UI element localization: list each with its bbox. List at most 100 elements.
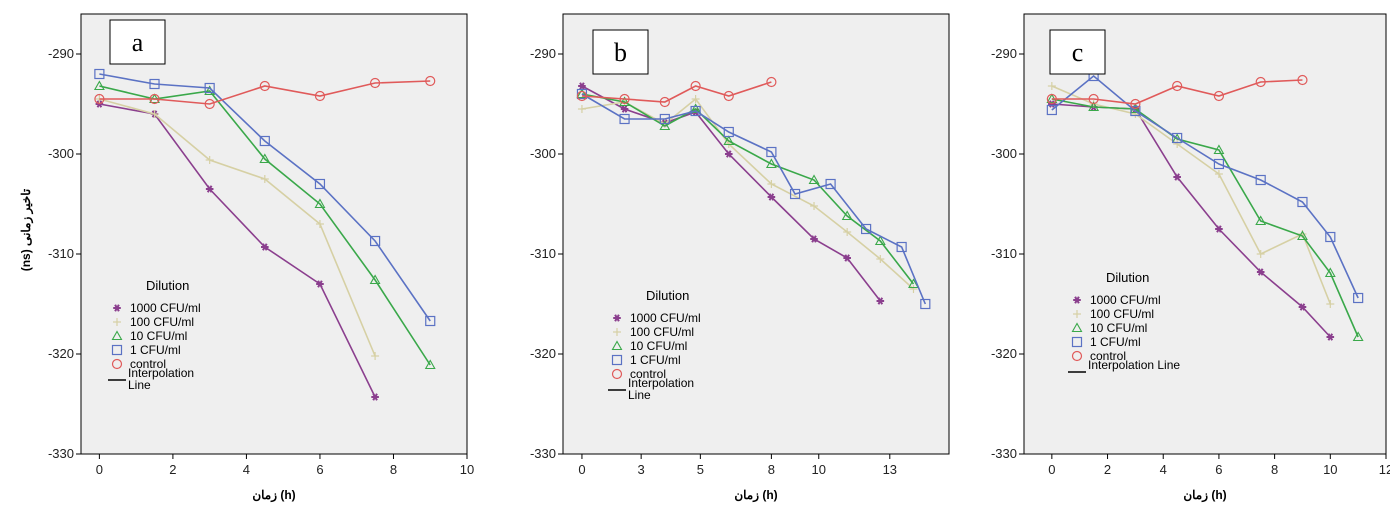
legend-label: Interpolation Line <box>1088 358 1180 372</box>
legend-label: 1000 CFU/ml <box>630 311 701 325</box>
legend-swatch <box>1073 296 1081 304</box>
y-tick-label: -320 <box>530 346 556 361</box>
legend-label: 1000 CFU/ml <box>130 301 201 315</box>
x-tick-label: 12 <box>1379 462 1390 477</box>
data-point <box>843 228 852 236</box>
x-tick-label: 2 <box>169 462 176 477</box>
plot-area <box>1023 13 1387 455</box>
data-point <box>789 188 801 200</box>
x-tick-label: 4 <box>243 462 250 477</box>
x-tick-label: 6 <box>1215 462 1222 477</box>
data-point <box>576 88 588 99</box>
data-point <box>766 76 777 88</box>
data-point <box>1255 215 1267 226</box>
x-axis-title: زمان (h) <box>1183 488 1226 503</box>
x-axis-title: زمان (h) <box>734 488 777 503</box>
series-line-control <box>581 81 772 103</box>
legend-label: 100 CFU/ml <box>630 325 694 339</box>
data-point <box>861 223 872 235</box>
legend-swatch <box>111 358 123 370</box>
legend-swatch <box>113 304 121 312</box>
data-point <box>577 105 586 113</box>
x-tick-label: 10 <box>460 462 474 477</box>
data-point <box>619 93 630 105</box>
y-tick-label: -310 <box>991 246 1017 261</box>
x-tick-label: 0 <box>96 462 103 477</box>
y-tick-label: -330 <box>530 446 556 461</box>
x-tick-label: 0 <box>1048 462 1055 477</box>
data-point <box>765 158 777 169</box>
data-point <box>578 82 586 90</box>
series-line-control <box>99 80 431 105</box>
y-axis-title: (ns) تاخیر زمانی <box>19 188 34 271</box>
panel-letter-box <box>1049 29 1106 75</box>
legend-swatch <box>611 340 623 351</box>
data-point <box>691 95 700 103</box>
legend-label: 10 CFU/ml <box>130 329 187 343</box>
legend-label: 1 CFU/ml <box>630 353 681 367</box>
legend-label: 10 CFU/ml <box>1090 321 1147 335</box>
data-point <box>723 135 735 146</box>
data-point <box>1215 225 1223 233</box>
legend-label: 1 CFU/ml <box>1090 335 1141 349</box>
chart-panel-b: -290 -300 -310 -320 -330 0 3 5 8 10 13 زمان (h) b Dil… <box>530 13 950 503</box>
data-point <box>93 80 105 91</box>
series-line-100-cfu-ml <box>581 97 915 290</box>
data-point <box>1130 98 1141 110</box>
legend-label: Interpolation <box>128 366 194 380</box>
data-point <box>314 90 326 102</box>
legend-title: Dilution <box>146 278 189 293</box>
data-point <box>620 105 629 113</box>
data-point <box>810 235 818 243</box>
legend-label: 10 CFU/ml <box>630 339 687 353</box>
data-point <box>1047 82 1056 90</box>
series-line-10-cfu-ml <box>1051 98 1359 338</box>
series-line-1-cfu-ml <box>581 93 927 305</box>
chart-panel-c: -290 -300 -310 -320 -330 0 2 4 6 8 10 12 زمان (h) c Di… <box>991 13 1390 503</box>
data-point <box>369 77 381 89</box>
x-tick-label: 10 <box>812 462 826 477</box>
legend-title: Dilution <box>646 288 689 303</box>
y-tick-label: -310 <box>48 246 74 261</box>
data-point <box>767 180 776 188</box>
data-point <box>1326 300 1335 308</box>
data-point <box>723 126 734 138</box>
data-point <box>1172 80 1183 92</box>
data-point <box>723 90 734 102</box>
y-tick-label: -290 <box>530 46 556 61</box>
data-point <box>1352 331 1364 342</box>
x-tick-label: 10 <box>1323 462 1337 477</box>
data-point <box>1297 74 1308 86</box>
x-tick-label: 8 <box>768 462 775 477</box>
x-tick-label: 2 <box>1104 462 1111 477</box>
series-line-1000-cfu-ml <box>99 103 376 398</box>
data-point <box>314 178 326 190</box>
y-tick-label: -300 <box>991 146 1017 161</box>
x-tick-label: 4 <box>1160 462 1167 477</box>
series-line-100-cfu-ml <box>99 98 376 357</box>
legend-label: Interpolation <box>628 376 694 390</box>
data-point <box>1255 76 1266 88</box>
chart-panel-a: -290 -300 -310 -320 -330 0 2 4 6 8 10 زمان (h) a Dilu… <box>48 13 474 503</box>
data-point <box>369 235 381 247</box>
legend-swatch <box>1071 322 1083 333</box>
legend-label: 1 CFU/ml <box>130 343 181 357</box>
panel-letter: c <box>1072 38 1084 67</box>
x-tick-label: 6 <box>316 462 323 477</box>
data-point <box>1353 292 1364 304</box>
legend-swatch <box>111 344 123 356</box>
x-tick-label: 3 <box>638 462 645 477</box>
data-point <box>425 315 436 327</box>
x-axis-title: زمان (h) <box>252 488 295 503</box>
panel-letter-box <box>109 19 166 65</box>
series-line-1-cfu-ml <box>99 73 431 322</box>
data-point <box>1256 250 1265 258</box>
x-tick-label: 8 <box>390 462 397 477</box>
panel-letter: a <box>132 28 144 57</box>
data-point <box>204 98 215 110</box>
series-line-1-cfu-ml <box>1051 74 1359 299</box>
